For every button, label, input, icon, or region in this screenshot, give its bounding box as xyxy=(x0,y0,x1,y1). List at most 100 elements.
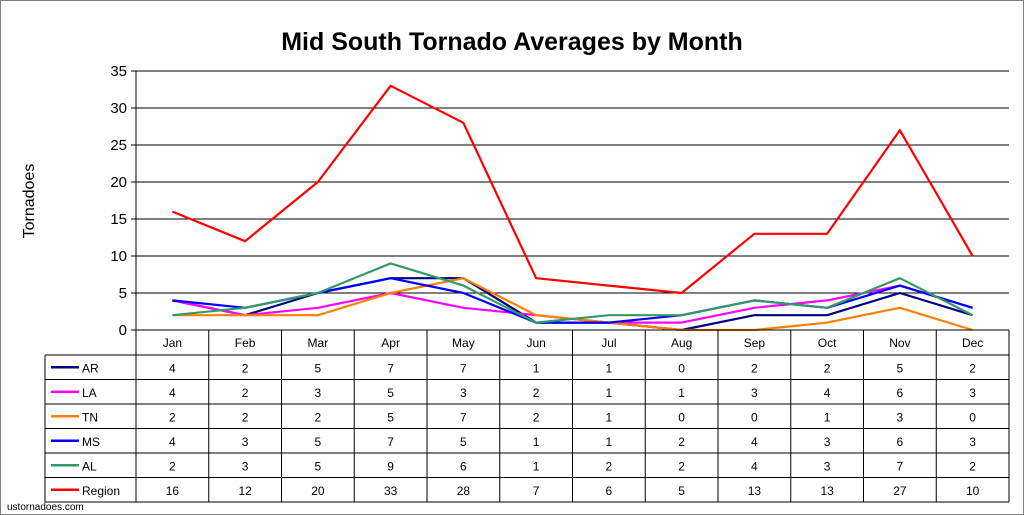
y-tick-label: 30 xyxy=(110,100,127,117)
x-category-label: Apr xyxy=(381,336,400,350)
data-value-label: 2 xyxy=(533,386,540,400)
data-value-label: 1 xyxy=(606,386,613,400)
legend-label: Region xyxy=(82,484,120,498)
data-value-label: 2 xyxy=(169,459,176,473)
data-value-label: 5 xyxy=(315,361,322,375)
x-category-label: Feb xyxy=(235,336,256,350)
data-value-label: 7 xyxy=(387,435,394,449)
chart-title: Mid South Tornado Averages by Month xyxy=(281,28,743,56)
data-value-label: 2 xyxy=(242,386,249,400)
data-value-label: 6 xyxy=(460,459,467,473)
gridlines xyxy=(136,70,1009,294)
data-value-label: 2 xyxy=(606,459,613,473)
data-table: Jan Feb Mar Apr May Jun Jul Aug Sep Oct Nov Dec AR 4 2… xyxy=(44,329,1010,503)
data-value-label: 3 xyxy=(242,435,249,449)
data-value-label: 10 xyxy=(966,484,980,498)
x-category-label: Nov xyxy=(889,336,910,350)
x-category-label: Aug xyxy=(671,336,692,350)
data-value-label: 5 xyxy=(387,386,394,400)
axes: 0 5 10 15 20 25 30 35 xyxy=(110,63,137,339)
legend-label: TN xyxy=(82,410,98,424)
y-tick-label: 35 xyxy=(110,63,127,80)
data-value-label: 4 xyxy=(169,386,176,400)
data-value-label: 28 xyxy=(457,484,471,498)
data-value-label: 4 xyxy=(751,435,758,449)
data-value-label: 5 xyxy=(315,435,322,449)
data-value-label: 1 xyxy=(606,435,613,449)
data-value-label: 7 xyxy=(387,361,394,375)
data-value-label: 1 xyxy=(533,435,540,449)
data-value-label: 7 xyxy=(897,459,904,473)
data-value-label: 5 xyxy=(460,435,467,449)
y-tick-label: 15 xyxy=(110,211,127,228)
x-category-label: Oct xyxy=(818,336,837,350)
x-category-label: Jul xyxy=(601,336,616,350)
data-value-label: 2 xyxy=(969,459,976,473)
data-value-label: 2 xyxy=(751,361,758,375)
x-category-label: Jan xyxy=(163,336,182,350)
data-value-label: 3 xyxy=(315,386,322,400)
data-value-label: 2 xyxy=(678,459,685,473)
data-value-label: 3 xyxy=(824,435,831,449)
data-value-label: 9 xyxy=(387,459,394,473)
data-value-label: 0 xyxy=(751,410,758,424)
data-value-label: 2 xyxy=(242,410,249,424)
data-value-label: 0 xyxy=(969,410,976,424)
data-value-label: 5 xyxy=(897,361,904,375)
y-tick-label: 10 xyxy=(110,248,127,265)
data-value-label: 4 xyxy=(824,386,831,400)
data-value-label: 1 xyxy=(533,361,540,375)
data-value-label: 0 xyxy=(678,410,685,424)
data-value-label: 3 xyxy=(969,386,976,400)
x-category-label: Mar xyxy=(308,336,329,350)
data-value-label: 7 xyxy=(533,484,540,498)
data-value-label: 27 xyxy=(893,484,907,498)
data-value-label: 12 xyxy=(238,484,252,498)
y-tick-label: 5 xyxy=(119,285,127,302)
data-value-label: 5 xyxy=(678,484,685,498)
data-value-label: 3 xyxy=(969,435,976,449)
data-value-label: 13 xyxy=(748,484,762,498)
legend-label: MS xyxy=(82,435,100,449)
series-line-al xyxy=(172,262,974,324)
data-value-label: 13 xyxy=(820,484,834,498)
data-value-label: 33 xyxy=(384,484,398,498)
x-category-label: Sep xyxy=(744,336,766,350)
data-value-label: 1 xyxy=(533,459,540,473)
data-value-label: 5 xyxy=(315,459,322,473)
data-value-label: 3 xyxy=(751,386,758,400)
data-value-label: 0 xyxy=(678,361,685,375)
y-tick-label: 20 xyxy=(110,174,127,191)
x-category-label: Jun xyxy=(526,336,545,350)
data-value-label: 3 xyxy=(824,459,831,473)
legend-label: LA xyxy=(82,386,97,400)
data-value-label: 7 xyxy=(460,361,467,375)
data-value-label: 5 xyxy=(387,410,394,424)
data-value-label: 4 xyxy=(169,361,176,375)
data-value-label: 2 xyxy=(678,435,685,449)
y-tick-label: 25 xyxy=(110,137,127,154)
y-axis-label: Tornadoes xyxy=(21,164,38,239)
data-value-label: 20 xyxy=(311,484,325,498)
data-value-label: 4 xyxy=(169,435,176,449)
series-line-region xyxy=(171,84,974,295)
data-value-label: 2 xyxy=(969,361,976,375)
x-category-label: Dec xyxy=(962,336,983,350)
legend-label: AR xyxy=(82,361,99,375)
data-value-label: 3 xyxy=(897,410,904,424)
data-value-label: 3 xyxy=(460,386,467,400)
legend-label: AL xyxy=(82,459,97,473)
data-value-label: 2 xyxy=(242,361,249,375)
data-value-label: 2 xyxy=(315,410,322,424)
data-value-label: 2 xyxy=(169,410,176,424)
x-category-label: May xyxy=(452,336,475,350)
data-value-label: 6 xyxy=(606,484,613,498)
source-footer: ustornadoes.com xyxy=(7,502,84,513)
data-value-label: 1 xyxy=(606,361,613,375)
data-value-label: 7 xyxy=(460,410,467,424)
data-value-label: 3 xyxy=(242,459,249,473)
data-value-label: 1 xyxy=(678,386,685,400)
data-value-label: 4 xyxy=(751,459,758,473)
